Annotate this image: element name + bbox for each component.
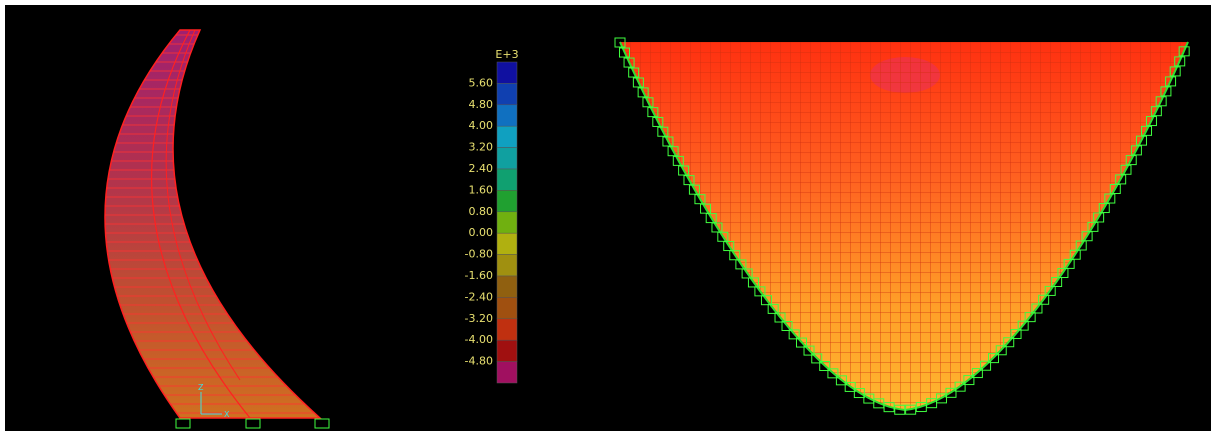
legend-label: 4.00 [469, 119, 494, 132]
legend-swatch [497, 169, 517, 190]
legend-label: 4.80 [469, 98, 494, 111]
legend-label: 3.20 [469, 141, 494, 154]
axis-x-label: X [224, 410, 230, 419]
legend-label: -4.80 [465, 355, 493, 368]
legend-swatch [497, 148, 517, 169]
legend-swatch [497, 83, 517, 104]
legend-label: 5.60 [469, 76, 494, 89]
legend-swatch [497, 126, 517, 147]
legend-label: 0.80 [469, 205, 494, 218]
legend-swatch [497, 362, 517, 383]
legend-swatch [497, 233, 517, 254]
page: Z X E+3 5.60 4.80 4.00 3.20 2.40 1.60 0.80 0.00… [0, 0, 1216, 436]
legend-swatch [497, 105, 517, 126]
viewport: Z X E+3 5.60 4.80 4.00 3.20 2.40 1.60 0.80 0.00… [0, 0, 1216, 436]
legend-swatch [497, 190, 517, 211]
legend-swatch [497, 255, 517, 276]
legend-label: -2.40 [465, 290, 493, 303]
legend-swatch [497, 62, 517, 83]
axis-z-label: Z [198, 383, 204, 392]
legend-swatch [497, 276, 517, 297]
legend-exponent: E+3 [495, 48, 518, 61]
legend-swatch [497, 319, 517, 340]
legend-label: 1.60 [469, 183, 494, 196]
legend-swatch [497, 297, 517, 318]
legend-label: -0.80 [465, 248, 493, 261]
legend-swatch [497, 212, 517, 233]
legend-label: -4.00 [465, 333, 493, 346]
legend-swatch [497, 340, 517, 361]
legend-label: 0.00 [469, 226, 494, 239]
legend-label: -1.60 [465, 269, 493, 282]
color-legend: E+3 5.60 4.80 4.00 3.20 2.40 1.60 0.80 0.00 -0.8… [465, 48, 519, 383]
legend-label: 2.40 [469, 162, 494, 175]
legend-label: -3.20 [465, 312, 493, 325]
